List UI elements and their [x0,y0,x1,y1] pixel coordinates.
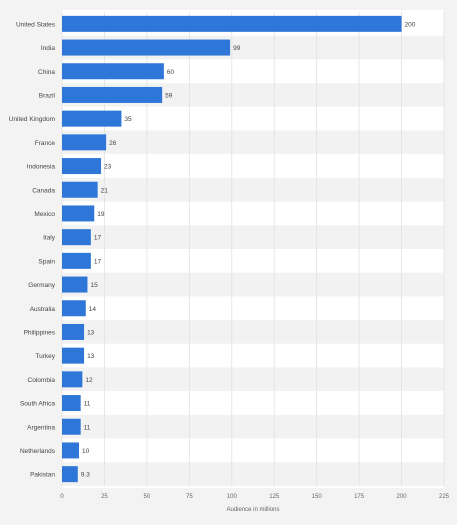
bar [62,347,85,364]
x-axis-label: Audience in millions [226,507,279,513]
row-band [62,296,444,321]
x-tick-label: 0 [60,494,64,500]
x-tick-label: 75 [186,494,193,500]
value-label: 17 [94,235,102,242]
value-label: 23 [104,164,112,171]
row-band [62,249,444,273]
value-label: 15 [90,282,98,289]
bar [62,442,79,459]
value-label: 60 [167,69,175,76]
row-band [62,462,444,486]
row-band [62,438,444,463]
row-band [62,272,444,297]
category-label: China [38,69,55,76]
bar [62,110,122,127]
category-label: Turkey [35,353,55,360]
bar [62,229,91,246]
bar [62,63,164,80]
value-label: 12 [85,377,93,384]
row-band [62,201,444,226]
x-tick-label: 200 [397,494,408,500]
category-label: Brazil [39,92,56,99]
bar [62,15,402,32]
bar [62,466,78,483]
row-band [62,367,444,392]
row-band [62,130,444,155]
row-band [62,391,444,415]
row-band [62,343,444,368]
category-label: Spain [38,258,55,265]
x-tick-label: 50 [144,494,151,500]
value-label: 11 [84,401,91,408]
category-label: Indonesia [27,164,56,171]
value-label: 9.3 [81,472,90,479]
value-label: 26 [109,140,117,147]
bar [62,252,91,269]
category-label: Pakistan [30,472,55,479]
category-label: Philippines [24,329,56,336]
category-label: Mexico [34,211,55,218]
category-label: Canada [32,187,55,194]
category-label: Italy [43,235,56,242]
value-label: 13 [87,329,95,336]
bar [62,181,98,198]
value-label: 59 [165,92,173,99]
bar [62,395,81,412]
row-band [62,320,444,344]
category-label: United Kingdom [9,116,55,123]
row-band [62,154,444,178]
bar [62,323,85,340]
x-tick-label: 25 [101,494,108,500]
bar [62,39,231,56]
category-label: Argentina [27,424,55,431]
value-label: 35 [124,116,132,123]
x-tick-label: 100 [227,494,238,500]
value-label: 99 [233,45,241,52]
row-bands [62,12,444,486]
category-label: India [41,45,55,52]
value-label: 200 [405,21,416,28]
category-label: South Africa [20,401,55,408]
value-label: 21 [101,187,109,194]
bar [62,371,83,388]
category-label: Colombia [28,377,56,384]
value-label: 14 [89,306,97,313]
value-labels: 200 99 60 59 35 26 23 21 19 17 17 15 14 13 13 12 11 11 10 9… [81,21,416,478]
row-band [62,177,444,202]
bar [62,205,95,222]
category-label: France [35,140,56,147]
bar [62,86,163,103]
x-tick-label: 150 [312,494,323,500]
value-label: 17 [94,258,102,265]
x-tick-label: 175 [354,494,365,500]
bar [62,300,86,317]
x-tick-labels: 0 25 50 75 100 125 150 175 200 225 [60,494,449,500]
category-label: United States [16,21,56,28]
bar [62,418,81,435]
category-label: Netherlands [20,448,56,455]
value-label: 11 [84,424,91,431]
bar [62,134,107,151]
row-band [62,225,444,249]
bar [62,158,102,175]
category-label: Germany [28,282,55,289]
row-band [62,414,444,439]
bar [62,276,88,293]
value-label: 10 [82,448,90,455]
x-tick-label: 125 [269,494,280,500]
value-label: 19 [97,211,105,218]
x-tick-label: 225 [439,494,450,500]
value-label: 13 [87,353,95,360]
bars [62,15,402,483]
row-band [62,106,444,131]
category-label: Australia [30,306,56,313]
category-labels: United States India China Brazil United King… [9,21,56,478]
